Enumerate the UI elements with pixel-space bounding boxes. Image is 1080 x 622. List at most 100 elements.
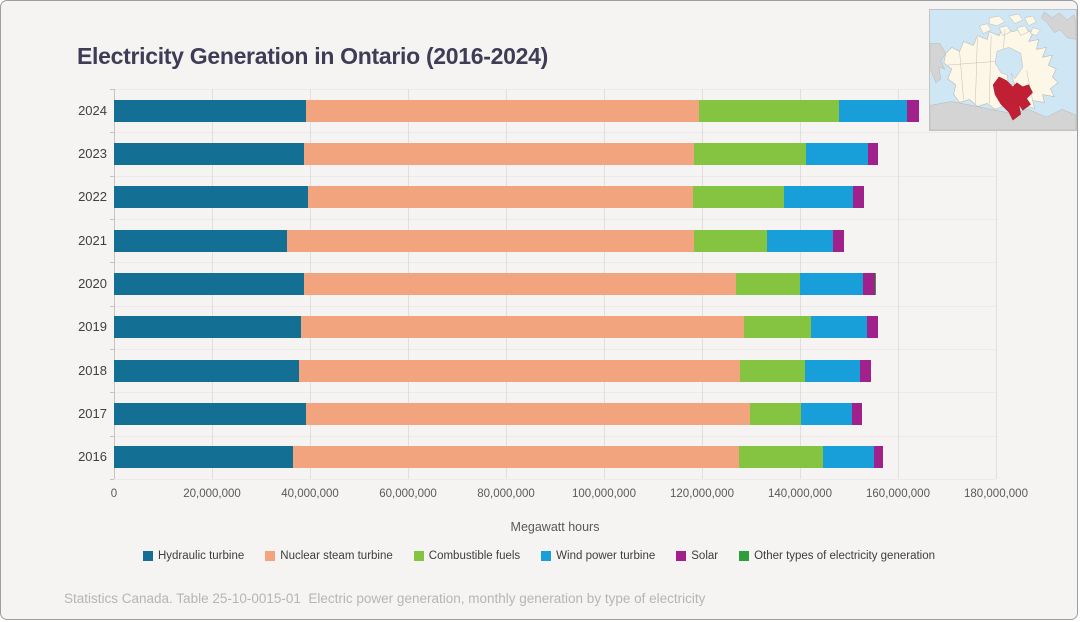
bar-segment-hydraulic-2017 (114, 403, 307, 425)
map-usa (930, 101, 1076, 130)
y-axis-tick (110, 305, 114, 307)
bar-segment-hydraulic-2018 (114, 359, 300, 382)
bar-segment-hydraulic-2023 (114, 143, 305, 165)
bar-2022 (114, 186, 996, 209)
bar-segment-combustible-2018 (740, 359, 805, 382)
canada-locator-map (929, 9, 1077, 131)
band-separator (114, 479, 996, 480)
bar-segment-hydraulic-2021 (114, 229, 287, 252)
bar-segment-combustible-2024 (698, 99, 840, 122)
bar-2023 (114, 143, 996, 165)
band-separator (114, 132, 996, 133)
y-axis-tick (110, 349, 114, 350)
y-axis-label-2021: 2021 (78, 232, 107, 248)
y-axis-tick (110, 262, 114, 264)
bar-segment-combustible-2022 (693, 186, 784, 209)
bar-segment-combustible-2021 (693, 229, 768, 252)
bar-segment-wind-2024 (839, 99, 907, 122)
bar-2020 (114, 273, 996, 295)
bar-2016 (114, 446, 996, 469)
bar-segment-combustible-2020 (735, 273, 801, 295)
bar-2021 (114, 229, 996, 252)
x-tick-label: 20,000,000 (183, 488, 241, 500)
bar-segment-wind-2020 (800, 273, 863, 295)
legend-label: Nuclear steam turbine (280, 550, 393, 562)
bar-segment-solar-2023 (867, 143, 879, 165)
x-tick-label: 120,000,000 (670, 488, 734, 500)
bar-segment-nuclear-2023 (304, 143, 695, 165)
band-separator (114, 392, 996, 393)
bar-segment-wind-2019 (810, 316, 868, 339)
bar-segment-wind-2023 (805, 143, 868, 165)
legend-item-solar: Solar (676, 550, 718, 562)
y-axis-label-2018: 2018 (78, 362, 107, 378)
ontario-highlight (992, 76, 1033, 121)
bar-segment-nuclear-2019 (301, 316, 744, 339)
y-axis-tick (110, 219, 114, 220)
y-axis-label-2017: 2017 (78, 406, 107, 421)
band-separator (114, 349, 996, 350)
legend-item-nuclear-steam-turbine: Nuclear steam turbine (265, 550, 393, 562)
bar-segment-solar-2019 (867, 316, 879, 339)
band-separator (114, 262, 996, 263)
bar-segment-wind-2016 (822, 446, 875, 469)
bar-segment-solar-2017 (851, 403, 863, 425)
bar-segment-wind-2017 (800, 403, 852, 425)
y-axis-label-2019: 2019 (78, 319, 107, 335)
bar-segment-nuclear-2020 (304, 273, 736, 295)
legend-swatch-icon (413, 551, 424, 561)
source-note: Statistics Canada. Table 25-10-0015-01 E… (64, 591, 706, 606)
bar-segment-hydraulic-2024 (114, 99, 307, 122)
bar-segment-combustible-2023 (694, 143, 806, 165)
bar-segment-solar-2024 (906, 99, 919, 122)
bar-segment-hydraulic-2020 (114, 273, 305, 295)
band-separator (114, 89, 996, 90)
x-tick-label: 40,000,000 (281, 488, 339, 500)
x-tick-label: 100,000,000 (572, 488, 636, 500)
legend-swatch-icon (265, 551, 276, 561)
legend-item-hydraulic-turbine: Hydraulic turbine (142, 550, 245, 562)
bar-segment-nuclear-2018 (299, 359, 741, 382)
legend-swatch-icon (541, 551, 552, 561)
bar-segment-solar-2021 (832, 229, 845, 252)
bar-2024 (114, 99, 996, 122)
bar-segment-hydraulic-2022 (114, 186, 309, 209)
bar-segment-nuclear-2016 (292, 446, 739, 469)
x-tick-label: 140,000,000 (768, 488, 832, 500)
bar-segment-hydraulic-2019 (114, 316, 302, 339)
x-tick-label: 0 (110, 488, 118, 500)
y-axis-tick (110, 435, 114, 437)
legend-label: Wind power turbine (556, 550, 656, 562)
x-axis-title: Megawatt hours (510, 520, 600, 534)
x-tick-label: 160,000,000 (866, 488, 930, 500)
bar-segment-combustible-2017 (750, 403, 801, 425)
canada-map-svg (930, 10, 1076, 130)
legend-swatch-icon (739, 551, 750, 561)
y-axis-label-2020: 2020 (78, 276, 107, 291)
legend-label: Hydraulic turbine (157, 550, 245, 562)
chart-title: Electricity Generation in Ontario (2016-… (77, 43, 548, 69)
y-axis-label-2022: 2022 (78, 189, 107, 205)
bar-segment-other-2020 (874, 273, 877, 295)
legend-label: Other types of electricity generation (754, 550, 936, 562)
y-axis-tick (110, 175, 114, 177)
map-alaska (930, 43, 947, 84)
bar-segment-hydraulic-2016 (114, 446, 293, 469)
legend-item-other-types-of-electricity-generation: Other types of electricity generation (739, 550, 935, 562)
bar-segment-solar-2020 (862, 273, 875, 295)
y-axis-label-2023: 2023 (78, 146, 107, 161)
bar-segment-nuclear-2021 (286, 229, 694, 252)
bar-segment-combustible-2019 (743, 316, 811, 339)
gridline (898, 89, 899, 479)
x-tick-label: 180,000,000 (964, 488, 1028, 500)
gridline (996, 89, 997, 479)
bar-segment-combustible-2016 (738, 446, 823, 469)
legend-item-wind-power-turbine: Wind power turbine (541, 550, 655, 562)
bar-segment-nuclear-2017 (306, 403, 751, 425)
y-axis-tick (110, 132, 114, 134)
map-province-borders (947, 29, 1033, 105)
bar-segment-solar-2022 (853, 186, 865, 209)
bar-segment-solar-2018 (859, 359, 872, 382)
x-tick-label: 80,000,000 (477, 488, 535, 500)
